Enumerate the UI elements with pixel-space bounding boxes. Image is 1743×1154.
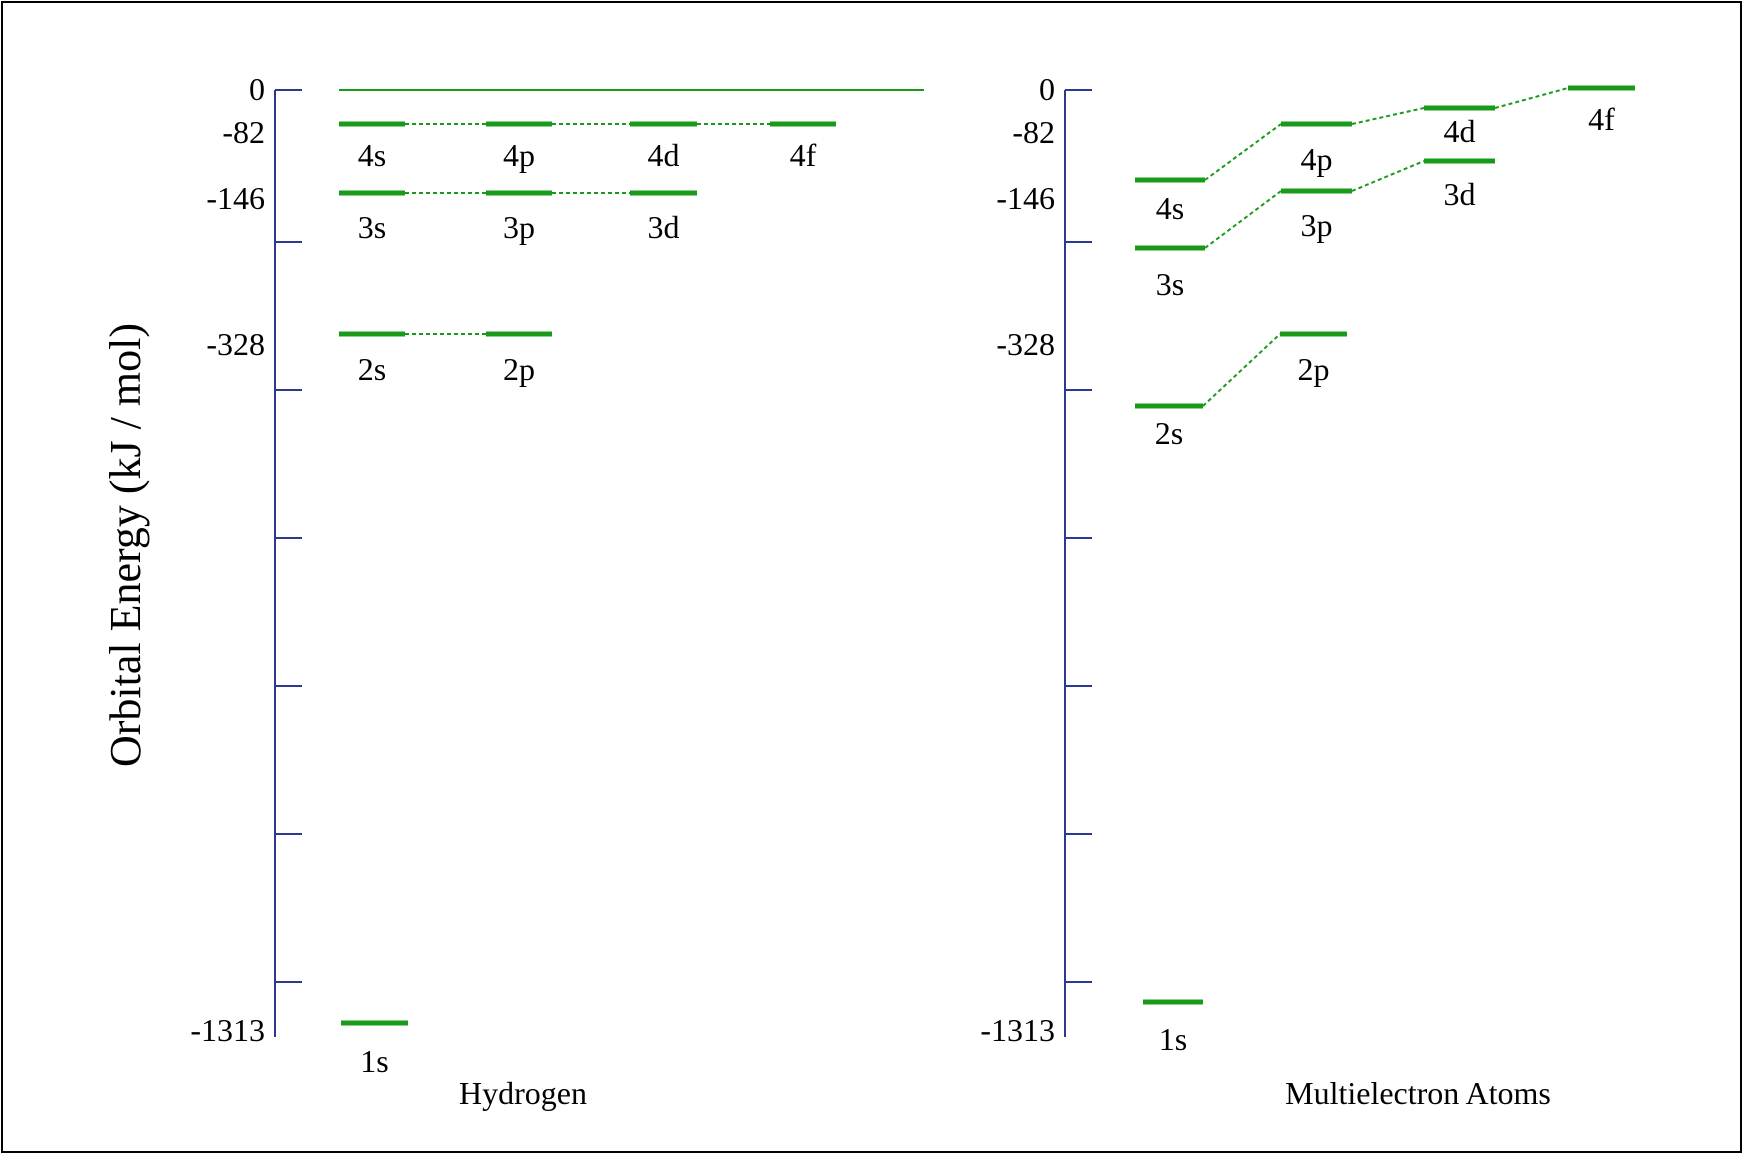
panels-layer: 0 -82 -146 -328 -1313 1s 2s 2p 3s 3p 3d 4s 4p 4d 4f Hyd… (190, 71, 1635, 1111)
orbital-label-4d: 4d (1444, 113, 1476, 149)
tick-label: -146 (996, 180, 1055, 216)
orbital-label-4f: 4f (1588, 101, 1615, 137)
orbital-label-3d: 3d (648, 209, 680, 245)
orbital-label-3d: 3d (1444, 176, 1476, 212)
panel-multielectron: 0 -82 -146 -328 -1313 1s 2s 2p 3s 3p 3d 4s 4p 4d 4f Mul… (980, 71, 1635, 1111)
tick-label: -328 (206, 326, 265, 362)
tick-label: -82 (222, 114, 265, 150)
y-axis-title: Orbital Energy (kJ / mol) (101, 323, 150, 767)
tick-label: -82 (1012, 114, 1055, 150)
orbital-label-4p: 4p (1301, 141, 1333, 177)
connector-2s-2p (1202, 333, 1281, 407)
orbital-label-4d: 4d (648, 137, 680, 173)
orbital-label-2s: 2s (1155, 415, 1183, 451)
connector-3p-3d (1351, 160, 1425, 192)
connector-3s-3p (1204, 190, 1282, 249)
panel-label-multielectron: Multielectron Atoms (1285, 1075, 1551, 1111)
orbital-label-4f: 4f (790, 137, 817, 173)
panel-label-hydrogen: Hydrogen (459, 1075, 587, 1111)
connector-4s-4p (1204, 123, 1282, 181)
orbital-label-4s: 4s (358, 137, 386, 173)
orbital-label-4s: 4s (1156, 190, 1184, 226)
tick-label: -146 (206, 180, 265, 216)
orbital-label-1s: 1s (1159, 1021, 1187, 1057)
orbital-label-3s: 3s (1156, 266, 1184, 302)
tick-label: 0 (249, 71, 265, 107)
tick-label: -328 (996, 326, 1055, 362)
orbital-label-3s: 3s (358, 209, 386, 245)
orbital-label-4p: 4p (503, 137, 535, 173)
tick-label: -1313 (190, 1012, 265, 1048)
tick-label: -1313 (980, 1012, 1055, 1048)
orbital-label-2p: 2p (503, 351, 535, 387)
connector-4d-4f (1494, 87, 1569, 109)
orbital-label-1s: 1s (360, 1043, 388, 1079)
orbital-label-3p: 3p (1301, 207, 1333, 243)
panel-hydrogen: 0 -82 -146 -328 -1313 1s 2s 2p 3s 3p 3d 4s 4p 4d 4f Hyd… (190, 71, 924, 1111)
orbital-label-2p: 2p (1298, 351, 1330, 387)
orbital-label-3p: 3p (503, 209, 535, 245)
tick-label: 0 (1039, 71, 1055, 107)
connector-4p-4d (1351, 107, 1425, 125)
orbital-label-2s: 2s (358, 351, 386, 387)
